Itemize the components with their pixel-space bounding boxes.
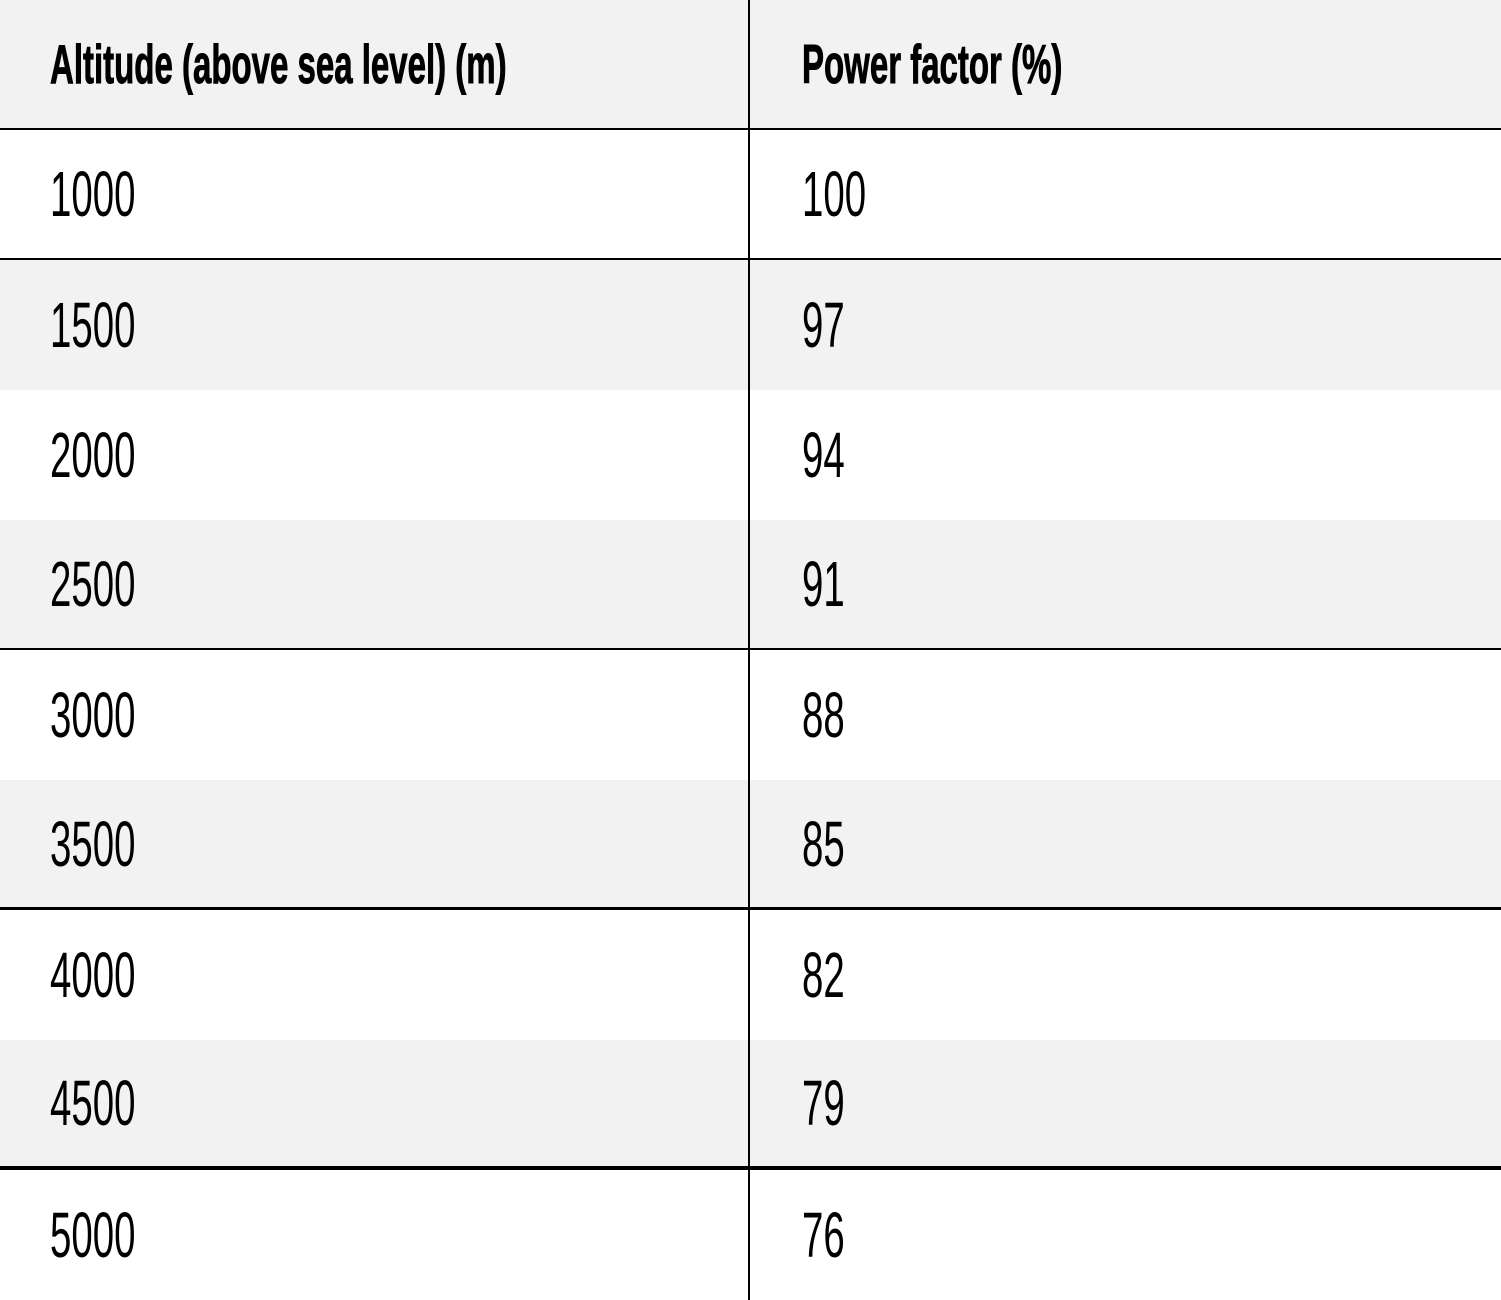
altitude-value: 2000	[50, 419, 136, 491]
altitude-value: 5000	[50, 1199, 136, 1271]
altitude-value: 4000	[50, 939, 136, 1011]
power-factor-value: 85	[802, 807, 845, 880]
altitude-value: 4500	[50, 1067, 136, 1139]
altitude-value: 2500	[50, 548, 136, 620]
table-row: 1500 97	[0, 260, 1501, 390]
power-factor-value: 100	[802, 158, 867, 230]
altitude-value: 1000	[50, 158, 136, 230]
table-row: 3000 88	[0, 650, 1501, 780]
power-factor-value: 76	[802, 1199, 845, 1271]
altitude-cell: 4500	[0, 1040, 750, 1166]
power-factor-cell: 97	[750, 260, 1501, 390]
table-row: 4500 79	[0, 1040, 1501, 1170]
altitude-value: 1500	[50, 289, 136, 361]
power-factor-value: 82	[802, 939, 845, 1011]
altitude-cell: 1500	[0, 260, 750, 390]
power-factor-value: 88	[802, 679, 845, 751]
table-header-row: Altitude (above sea level) (m) Power fac…	[0, 0, 1501, 130]
table-row: 1000 100	[0, 130, 1501, 260]
power-factor-value: 91	[802, 548, 845, 620]
power-factor-value: 79	[802, 1067, 845, 1139]
column-header-altitude: Altitude (above sea level) (m)	[0, 0, 750, 128]
power-factor-cell: 79	[750, 1040, 1501, 1166]
power-factor-cell: 82	[750, 910, 1501, 1040]
altitude-cell: 2500	[0, 520, 750, 648]
power-factor-cell: 85	[750, 780, 1501, 907]
table-row: 2000 94	[0, 390, 1501, 520]
table-row: 2500 91	[0, 520, 1501, 650]
table-row: 4000 82	[0, 910, 1501, 1040]
column-header-power-factor-label: Power factor (%)	[802, 33, 1063, 96]
altitude-cell: 3500	[0, 780, 750, 907]
power-factor-cell: 91	[750, 520, 1501, 648]
altitude-cell: 1000	[0, 130, 750, 258]
power-factor-cell: 88	[750, 650, 1501, 780]
altitude-cell: 5000	[0, 1170, 750, 1300]
power-factor-value: 94	[802, 419, 845, 491]
altitude-cell: 3000	[0, 650, 750, 780]
column-header-power-factor: Power factor (%)	[750, 0, 1501, 128]
altitude-cell: 4000	[0, 910, 750, 1040]
altitude-cell: 2000	[0, 390, 750, 520]
table-row: 5000 76	[0, 1170, 1501, 1300]
table-row: 3500 85	[0, 780, 1501, 910]
power-factor-cell: 94	[750, 390, 1501, 520]
power-factor-value: 97	[802, 289, 845, 361]
power-factor-cell: 76	[750, 1170, 1501, 1300]
altitude-value: 3500	[50, 807, 136, 880]
power-factor-cell: 100	[750, 130, 1501, 258]
altitude-value: 3000	[50, 679, 136, 751]
column-header-altitude-label: Altitude (above sea level) (m)	[50, 33, 507, 96]
